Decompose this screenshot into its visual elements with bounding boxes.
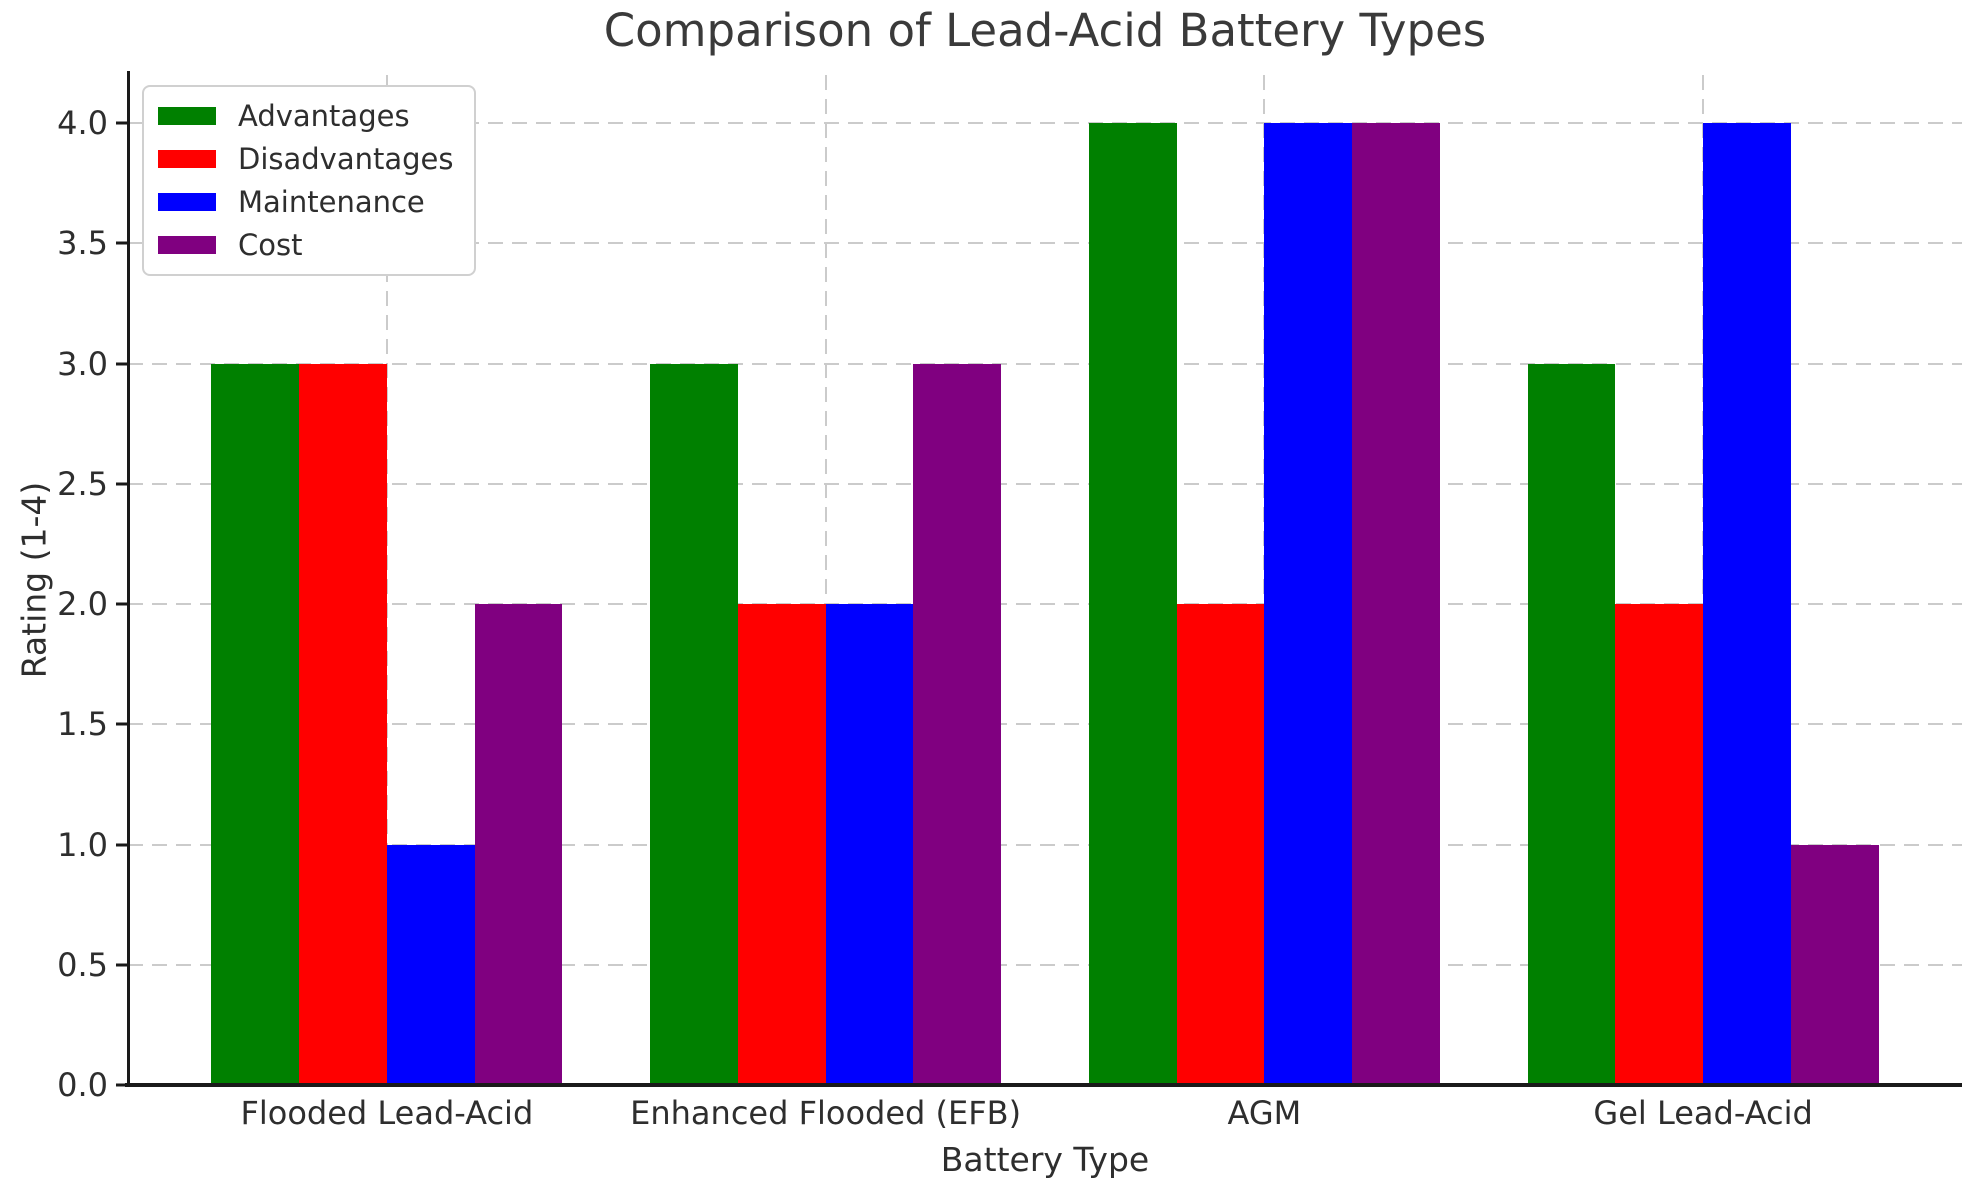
bar-flooded-lead-acid-cost [474,604,563,1085]
gridline-x-enhanced-flooded-efb [824,75,827,1085]
y-tick-mark-2.5 [116,482,128,486]
bar-flooded-lead-acid-maintenance [386,844,475,1085]
y-tick-mark-0.0 [116,1083,128,1087]
legend-item-advantages: Advantages [158,99,454,133]
gridline-x-flooded-lead-acid [385,75,388,1085]
bar-gel-lead-acid-disadvantages [1615,604,1704,1085]
chart-title: Comparison of Lead-Acid Battery Types [603,4,1487,57]
y-tick-mark-1.5 [116,722,128,726]
bar-enhanced-flooded-efb-advantages [650,363,738,1085]
legend: Advantages Disadvantages Maintenance Cost [142,85,476,276]
y-tick-label-2.5: 2.5 [57,464,108,503]
y-axis-spine [127,71,130,1085]
bar-flooded-lead-acid-disadvantages [299,363,387,1085]
legend-item-maintenance: Maintenance [158,185,454,219]
legend-label-disadvantages: Disadvantages [238,141,454,176]
bar-gel-lead-acid-cost [1790,844,1879,1085]
bar-enhanced-flooded-efb-maintenance [825,604,914,1085]
gridline-y-4.0 [128,122,1962,125]
x-tick-label-agm: AGM [1227,1094,1302,1132]
x-axis-spine [125,1083,1962,1087]
bar-gel-lead-acid-advantages [1527,363,1616,1085]
y-tick-label-0.5: 0.5 [57,945,108,984]
gridline-y-1.0 [128,843,1962,846]
legend-item-disadvantages: Disadvantages [158,142,454,176]
legend-item-cost: Cost [158,228,454,262]
x-tick-label-gel-lead-acid: Gel Lead-Acid [1593,1094,1813,1132]
y-tick-mark-3.5 [116,241,128,245]
plot-area: 0.0 0.5 1.0 1.5 2.0 2.5 3.0 3.5 4.0 Flooded Lead-… [57,71,1962,1176]
x-tick-label-flooded-lead-acid: Flooded Lead-Acid [240,1094,534,1132]
y-tick-mark-2.0 [116,602,128,606]
legend-swatch-advantages [158,107,216,125]
gridline-y-2.0 [128,603,1962,606]
y-tick-label-0.0: 0.0 [57,1066,108,1104]
y-tick-label-3.5: 3.5 [57,224,108,263]
y-tick-mark-3.0 [116,362,128,366]
legend-label-cost: Cost [238,227,303,262]
x-tick-label-enhanced-flooded-efb: Enhanced Flooded (EFB) [630,1094,1022,1132]
x-axis-label: Battery Type [940,1140,1150,1179]
gridline-y-3.5 [128,242,1962,245]
y-tick-label-1.0: 1.0 [57,825,108,864]
bar-agm-advantages [1088,123,1177,1085]
legend-label-maintenance: Maintenance [238,184,425,219]
bar-agm-maintenance [1264,123,1353,1085]
bar-enhanced-flooded-efb-disadvantages [737,604,826,1085]
gridline-y-2.5 [128,482,1962,485]
y-tick-label-2.0: 2.0 [57,585,108,624]
y-tick-mark-0.5 [116,963,128,967]
legend-label-advantages: Advantages [238,98,410,133]
bar-gel-lead-acid-maintenance [1703,123,1791,1085]
bar-flooded-lead-acid-advantages [211,363,300,1085]
legend-swatch-maintenance [158,193,216,211]
y-tick-mark-4.0 [116,121,128,125]
y-axis-label: Rating (1-4) [14,481,54,679]
gridline-y-1.5 [128,723,1962,726]
bar-agm-cost [1352,123,1440,1085]
legend-swatch-cost [158,236,216,254]
legend-swatch-disadvantages [158,150,216,168]
y-tick-mark-1.0 [116,843,128,847]
gridline-y-3.0 [128,362,1962,365]
y-tick-label-3.0: 3.0 [57,344,108,383]
bar-agm-disadvantages [1176,604,1265,1085]
y-tick-label-4.0: 4.0 [57,104,108,143]
gridline-y-0.5 [128,963,1962,966]
bar-enhanced-flooded-efb-cost [913,363,1002,1085]
y-tick-label-1.5: 1.5 [57,705,108,744]
